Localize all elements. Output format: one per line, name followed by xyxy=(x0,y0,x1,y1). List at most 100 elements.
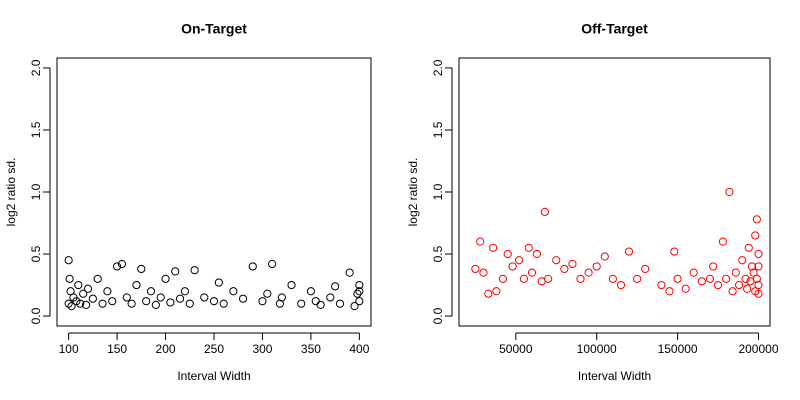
point xyxy=(258,297,267,306)
point xyxy=(306,287,316,296)
x-tick-label: 200 xyxy=(156,342,176,356)
point xyxy=(689,268,698,277)
point xyxy=(722,274,731,283)
point xyxy=(171,267,180,276)
point xyxy=(514,256,524,265)
point xyxy=(79,289,88,298)
x-tick-label: 100 xyxy=(59,342,79,356)
x-tick-label: 150000 xyxy=(658,342,698,356)
point xyxy=(624,247,634,256)
point xyxy=(214,278,223,287)
point xyxy=(98,299,107,308)
y-tick-label: 2.0 xyxy=(431,59,445,76)
point xyxy=(731,268,740,277)
point xyxy=(747,262,757,271)
plot-box xyxy=(56,57,372,327)
y-tick-label: 0.5 xyxy=(431,245,445,262)
point xyxy=(83,284,93,293)
y-tick-label: 0.0 xyxy=(431,307,445,324)
point xyxy=(725,187,734,197)
point xyxy=(200,293,209,302)
point xyxy=(744,243,753,252)
point xyxy=(137,264,146,274)
point xyxy=(297,299,306,308)
point xyxy=(350,302,359,311)
y-axis-label: log2 ratio sd. xyxy=(4,158,18,227)
y-axis-label: log2 ratio sd. xyxy=(406,158,420,227)
y-tick-label: 1.5 xyxy=(29,121,43,138)
point xyxy=(489,243,498,252)
point xyxy=(175,294,185,303)
point xyxy=(681,284,690,293)
point xyxy=(738,256,747,265)
point xyxy=(754,280,763,290)
point xyxy=(74,280,83,290)
point xyxy=(754,262,763,271)
point xyxy=(156,293,165,302)
point xyxy=(670,247,679,256)
point xyxy=(552,256,561,265)
point xyxy=(316,300,325,310)
x-axis-label: Interval Width xyxy=(578,369,651,383)
point xyxy=(311,297,320,306)
point xyxy=(238,294,248,303)
point xyxy=(180,287,190,296)
point xyxy=(728,287,737,296)
point xyxy=(705,274,715,283)
point xyxy=(67,302,76,311)
point xyxy=(519,274,529,283)
point xyxy=(355,280,364,290)
point xyxy=(560,264,569,274)
y-tick-label: 1.0 xyxy=(431,183,445,200)
point xyxy=(268,259,277,269)
point xyxy=(751,231,760,240)
point xyxy=(108,297,117,306)
point xyxy=(749,268,758,277)
point xyxy=(112,262,122,271)
point xyxy=(161,274,170,283)
point xyxy=(657,280,666,290)
point xyxy=(697,277,706,286)
point xyxy=(209,297,219,306)
point xyxy=(166,298,175,307)
point xyxy=(641,264,650,274)
y-tick-label: 0.5 xyxy=(29,245,43,262)
chart-title: On-Target xyxy=(181,21,247,37)
point xyxy=(508,262,517,271)
point xyxy=(287,280,296,290)
point xyxy=(484,289,493,298)
point xyxy=(532,249,541,259)
point xyxy=(608,274,617,283)
point xyxy=(190,266,199,275)
point xyxy=(713,280,723,290)
x-tick-label: 300 xyxy=(252,342,272,356)
point xyxy=(93,274,102,283)
point xyxy=(503,249,512,259)
chart-title: Off-Target xyxy=(581,21,648,37)
point xyxy=(331,282,340,291)
x-tick-label: 100000 xyxy=(577,342,617,356)
point xyxy=(277,293,286,302)
point xyxy=(355,287,364,296)
point xyxy=(718,237,727,246)
point xyxy=(492,287,501,296)
point xyxy=(544,274,553,283)
y-tick-label: 1.5 xyxy=(431,121,445,138)
point xyxy=(476,237,485,246)
point xyxy=(76,299,85,308)
point xyxy=(355,297,364,306)
point xyxy=(743,284,752,293)
point xyxy=(498,274,507,283)
point xyxy=(345,268,354,277)
point xyxy=(673,274,682,283)
point xyxy=(151,300,160,310)
point xyxy=(142,297,151,306)
x-tick-label: 150 xyxy=(107,342,127,356)
point xyxy=(752,215,761,224)
point xyxy=(592,262,601,271)
x-tick-label: 250 xyxy=(204,342,224,356)
y-tick-label: 1.0 xyxy=(29,183,43,200)
point xyxy=(584,268,593,277)
point xyxy=(65,274,74,283)
